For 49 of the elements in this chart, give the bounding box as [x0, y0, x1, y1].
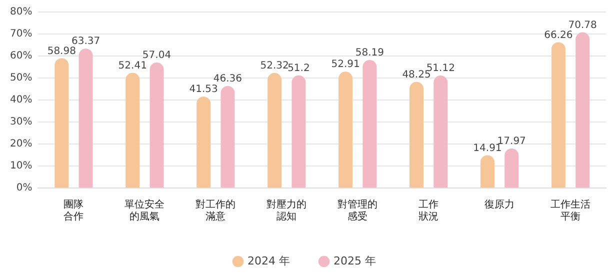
x-tick-label: 復原力 [484, 198, 515, 211]
bar [268, 72, 282, 188]
x-tick-label: 對壓力的認知 [266, 198, 307, 223]
data-label: 52.91 [331, 59, 360, 70]
x-tick-label: 工作生活平衡 [550, 198, 591, 223]
bar [220, 86, 235, 188]
bar [504, 148, 519, 188]
bar [126, 72, 140, 188]
legend-label: 2025 年 [334, 254, 376, 268]
data-label: 66.26 [544, 30, 573, 41]
bar [54, 58, 69, 188]
data-label: 58.19 [355, 48, 384, 59]
x-tick-label: 對管理的感受 [338, 198, 378, 223]
bar [410, 82, 424, 188]
y-tick-label: 0% [16, 182, 32, 194]
data-label: 57.04 [142, 50, 172, 62]
bar [338, 72, 353, 188]
x-tick-label: 團隊合作 [64, 198, 84, 223]
y-tick-label: 30% [10, 116, 32, 128]
x-tick-label: 對工作的滿意 [196, 198, 236, 223]
x-tick-label: 工作狀況 [418, 200, 439, 223]
data-label: 46.36 [213, 74, 242, 85]
y-tick-label: 20% [10, 138, 32, 150]
data-label: 51.2 [288, 62, 310, 74]
y-tick-label: 10% [10, 160, 32, 172]
legend-label: 2024 年 [248, 254, 290, 268]
data-label: 41.53 [189, 84, 218, 96]
data-label: 70.78 [568, 20, 597, 31]
bar [78, 48, 93, 188]
data-label: 63.37 [71, 36, 100, 48]
bar [150, 62, 164, 188]
x-tick-label: 單位安全的風氣 [124, 198, 165, 223]
y-tick-label: 40% [10, 94, 32, 106]
data-label: 58.98 [47, 46, 76, 57]
bar [362, 60, 377, 188]
y-tick-label: 60% [10, 50, 32, 62]
data-label: 14.91 [473, 142, 502, 154]
bar [196, 96, 211, 188]
y-tick-label: 80% [10, 6, 32, 18]
bar [434, 76, 448, 188]
data-label: 52.41 [118, 60, 147, 72]
bar [292, 75, 306, 188]
bar [551, 42, 566, 188]
y-tick-label: 70% [10, 28, 32, 40]
data-label: 48.25 [402, 69, 431, 80]
bar [480, 155, 494, 188]
bar [576, 32, 590, 188]
y-tick-label: 50% [10, 72, 32, 84]
data-label: 52.32 [260, 60, 289, 72]
